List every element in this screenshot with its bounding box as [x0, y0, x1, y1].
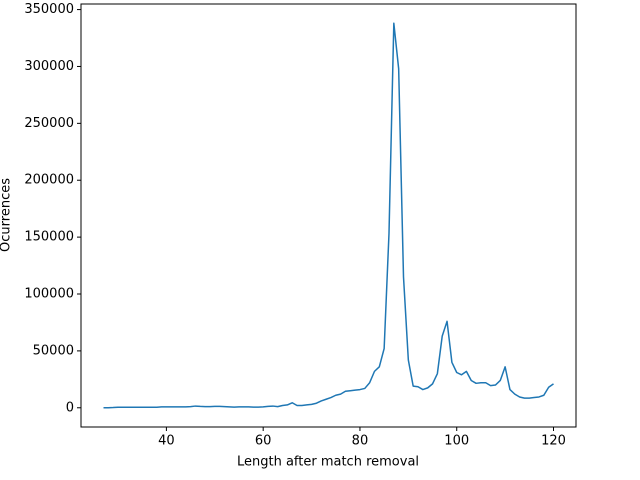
y-tick-label: 250000 — [24, 116, 74, 131]
x-tick-label: 100 — [444, 434, 469, 449]
data-line — [103, 22, 554, 409]
y-tick-label: 0 — [66, 400, 74, 415]
y-tick-label: 150000 — [24, 230, 74, 245]
y-tick-label: 50000 — [33, 343, 74, 358]
y-tick-label: 200000 — [24, 173, 74, 188]
x-tick-label: 120 — [541, 434, 566, 449]
x-tick-label: 40 — [158, 434, 175, 449]
y-tick-label: 300000 — [24, 59, 74, 74]
y-tick-label: 100000 — [24, 287, 74, 302]
y-tick-label: 350000 — [24, 2, 74, 17]
plot-frame — [80, 3, 577, 428]
y-axis-label: Ocurrences — [0, 178, 14, 252]
x-tick-label: 80 — [352, 434, 369, 449]
x-tick-label: 60 — [255, 434, 272, 449]
x-axis-label: Length after match removal — [237, 455, 419, 470]
